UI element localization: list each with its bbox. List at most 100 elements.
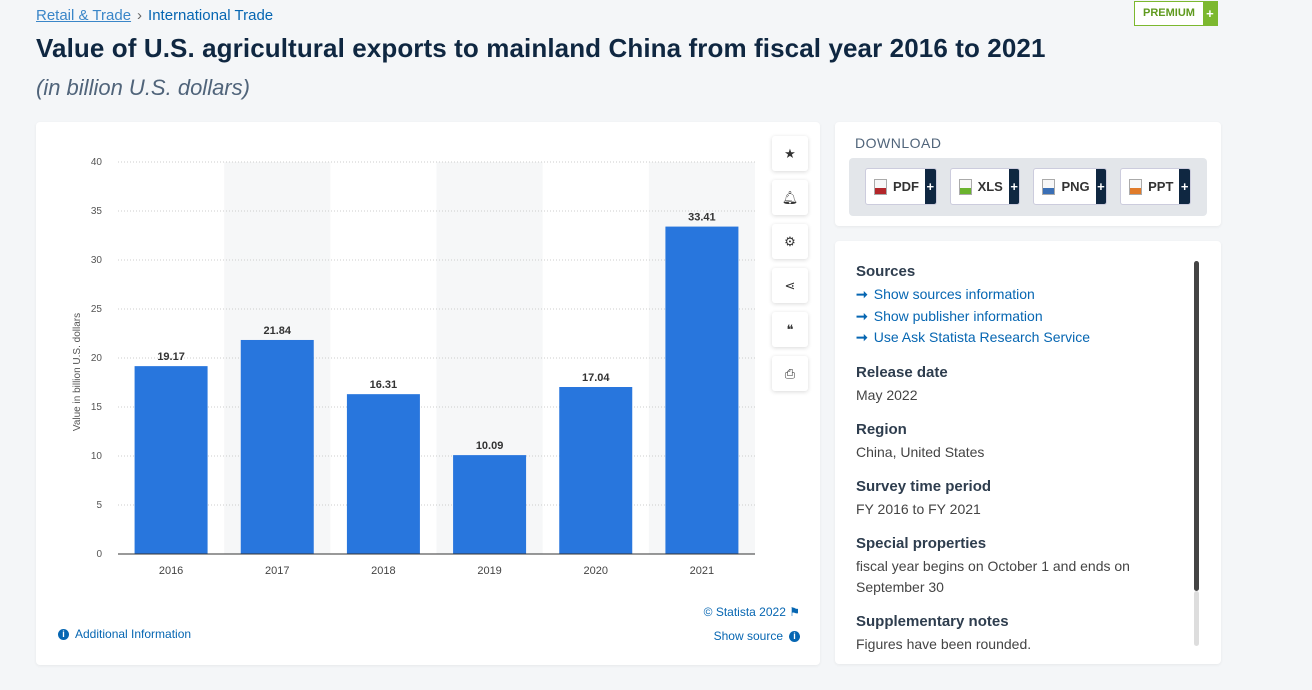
y-tick-label: 20 [91,353,103,364]
source-link[interactable]: ➞ Show publisher information [856,306,1186,328]
chart-card: 0 5 10 15 20 25 30 35 40 Value in billion U.S. do… [36,122,820,665]
x-tick-label: 2020 [584,565,608,577]
y-tick-label: 25 [91,304,103,315]
additional-information-link[interactable]: i Additional Information [58,627,191,641]
info-heading: Region [856,420,907,438]
bell-button[interactable]: 🔔︎ [772,180,808,215]
page-title: Value of U.S. agricultural exports to ma… [36,33,1046,63]
info-text: May 2022 [856,386,918,403]
page-subtitle: (in billion U.S. dollars) [36,75,250,100]
download-heading: DOWNLOAD [855,135,942,151]
download-pdf-button[interactable]: PDF + [865,168,937,205]
y-tick-label: 10 [91,451,103,462]
scrollbar-track[interactable] [1194,591,1199,646]
sources-heading: Sources [856,263,916,280]
info-card: Sources ➞ Show sources information ➞ Show p… [835,241,1221,664]
print-button[interactable]: ⎙ [772,356,808,391]
source-link[interactable]: ➞ Use Ask Statista Research Service [856,327,1186,349]
info-icon: i [789,630,800,642]
show-source-label: Show source [713,629,783,643]
share-icon: ⋖ [784,277,796,293]
y-axis-label: Value in billion U.S. dollars [72,313,83,431]
scrollbar-thumb[interactable] [1194,261,1199,591]
ppt-file-icon [1129,178,1143,195]
download-xls-button[interactable]: XLS + [949,168,1021,205]
bar-2016[interactable] [134,366,208,554]
info-text: China, United States [856,443,985,460]
x-tick-label: 2016 [159,565,183,577]
star-button[interactable]: ★ [772,136,808,171]
star-icon: ★ [784,145,796,161]
arrow-right-icon: ➞ [856,286,868,302]
source-link-label: Show sources information [873,286,1035,302]
info-text: fiscal year begins on October 1 and ends… [856,557,1130,595]
copyright-text: © Statista 2022 [703,605,786,619]
download-ppt-button[interactable]: PPT + [1120,168,1191,205]
data-label: 21.84 [263,325,291,337]
bar-2021[interactable] [665,226,739,554]
bar-2020[interactable] [559,387,633,554]
data-label: 33.41 [688,212,716,224]
download-buttons: PDF + XLS + PNG + PPT + [849,158,1207,216]
data-label: 16.31 [370,379,398,391]
quote-button[interactable]: ❝ [772,312,808,347]
statista-copyright[interactable]: © Statista 2022 ⚑ [704,605,800,619]
info-section: Survey time period FY 2016 to FY 2021 [856,478,1186,520]
y-tick-label: 5 [96,500,102,511]
info-text: FY 2016 to FY 2021 [856,500,981,517]
share-button[interactable]: ⋖ [772,268,808,303]
data-label: 10.09 [476,440,504,452]
plus-icon: + [1008,169,1020,204]
info-section: Release date May 2022 [856,364,1186,406]
info-icon: i [58,628,69,640]
show-source-link[interactable]: Show source i [714,629,800,643]
flag-icon: ⚑ [789,605,800,619]
info-heading: Special properties [856,534,987,552]
bar-2017[interactable] [240,339,314,554]
xls-file-icon [958,178,972,195]
breadcrumb-current[interactable]: International Trade [148,7,274,24]
bar-2018[interactable] [346,394,420,554]
additional-information-label: Additional Information [75,627,192,641]
info-section: Region China, United States [856,421,1186,463]
data-label: 17.04 [582,372,610,384]
source-link-label: Use Ask Statista Research Service [873,329,1091,345]
chart-toolbar: ★ 🔔︎ ⚙ ⋖ ❝ ⎙ [772,136,808,391]
premium-badge[interactable]: PREMIUM + [1134,1,1218,26]
info-heading: Survey time period [856,477,992,495]
arrow-right-icon: ➞ [856,329,868,345]
download-png-button[interactable]: PNG + [1033,168,1108,205]
download-label: XLS [977,179,1003,194]
premium-label: PREMIUM [1143,7,1195,19]
bar-chart: 0 5 10 15 20 25 30 35 40 Value in billion U.S. do… [72,157,755,577]
x-tick-label: 2019 [477,565,501,577]
plus-icon: + [1202,2,1217,25]
x-tick-label: 2018 [371,565,395,577]
bar-2019[interactable] [453,455,527,554]
y-tick-label: 35 [91,206,103,217]
y-tick-label: 30 [91,255,103,266]
gear-button[interactable]: ⚙ [772,224,808,259]
source-link[interactable]: ➞ Show sources information [856,284,1186,306]
info-section: Special properties fiscal year begins on … [856,535,1186,598]
x-tick-label: 2017 [265,565,289,577]
data-label: 19.17 [157,351,185,363]
download-card: DOWNLOAD PDF + XLS + PNG + PPT + [835,122,1221,226]
png-file-icon [1042,178,1056,195]
plus-icon: + [1179,169,1190,204]
gear-icon: ⚙ [784,233,796,249]
print-icon: ⎙ [784,365,796,381]
quote-icon: ❝ [786,321,794,337]
info-text: Figures have been rounded. [856,635,1032,652]
download-label: PNG [1061,179,1090,194]
breadcrumb-separator: › [137,7,143,24]
sources-section: Sources ➞ Show sources information ➞ Show p… [856,263,1186,349]
x-tick-label: 2021 [690,565,714,577]
plus-icon: + [925,169,936,204]
breadcrumb: Retail & Trade › International Trade [36,7,273,24]
bell-icon: 🔔︎ [781,189,799,205]
y-tick-label: 40 [91,157,103,168]
y-tick-label: 15 [91,402,103,413]
source-link-label: Show publisher information [873,307,1043,324]
breadcrumb-retail-trade[interactable]: Retail & Trade [36,7,132,24]
